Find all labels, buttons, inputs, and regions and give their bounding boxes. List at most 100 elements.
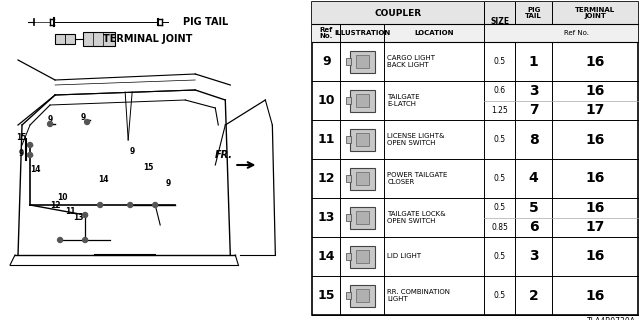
Text: 8: 8 (529, 132, 538, 147)
Text: 5: 5 (529, 201, 538, 215)
Bar (356, 250, 369, 263)
Text: 14: 14 (317, 250, 335, 263)
Text: 0.6: 0.6 (493, 86, 506, 95)
Bar (356, 55, 369, 68)
Text: 11: 11 (317, 133, 335, 146)
Text: 9: 9 (47, 115, 52, 124)
Text: SIZE: SIZE (490, 18, 509, 27)
Text: 9: 9 (322, 55, 331, 68)
Text: ILLUSTRATION: ILLUSTRATION (334, 30, 390, 36)
Text: 17: 17 (586, 220, 605, 234)
Text: 9: 9 (129, 147, 135, 156)
Circle shape (84, 119, 90, 124)
Circle shape (127, 203, 132, 207)
Bar (346, 58, 351, 65)
Text: 2: 2 (529, 289, 538, 302)
Bar (350, 51, 375, 73)
Text: 17: 17 (586, 103, 605, 117)
Text: 0.5: 0.5 (493, 203, 506, 212)
Text: 10: 10 (57, 194, 67, 203)
Text: PIG
TAIL: PIG TAIL (525, 7, 542, 19)
Text: 1: 1 (529, 54, 538, 68)
Bar (346, 97, 351, 104)
Text: RR. COMBINATION
LIGHT: RR. COMBINATION LIGHT (387, 289, 451, 302)
Text: LICENSE LIGHT&
OPEN SWITCH: LICENSE LIGHT& OPEN SWITCH (387, 133, 445, 146)
Bar (346, 253, 351, 260)
Text: 9: 9 (81, 113, 86, 122)
Text: 3: 3 (529, 250, 538, 263)
Circle shape (28, 153, 33, 157)
Text: COUPLER: COUPLER (375, 9, 422, 18)
Text: 16: 16 (586, 289, 605, 302)
Text: 16: 16 (586, 54, 605, 68)
Text: 13: 13 (317, 211, 335, 224)
Bar (356, 172, 369, 185)
Text: LID LIGHT: LID LIGHT (387, 253, 421, 260)
Text: 12: 12 (50, 201, 60, 210)
Text: 4: 4 (529, 172, 538, 186)
Text: CARGO LIGHT
BACK LIGHT: CARGO LIGHT BACK LIGHT (387, 55, 435, 68)
Text: POWER TAILGATE
CLOSER: POWER TAILGATE CLOSER (387, 172, 448, 185)
Text: 0.5: 0.5 (493, 291, 506, 300)
Text: FR.: FR. (214, 150, 232, 160)
Text: TLA4B0730A: TLA4B0730A (587, 317, 636, 320)
Bar (350, 284, 375, 307)
Text: 11: 11 (65, 207, 76, 217)
Text: 16: 16 (586, 172, 605, 186)
Text: 9: 9 (166, 180, 171, 188)
Bar (356, 94, 369, 107)
Circle shape (58, 237, 63, 243)
Bar (356, 289, 369, 302)
Text: 6: 6 (529, 220, 538, 234)
Text: Ref
No.: Ref No. (320, 27, 333, 39)
Text: 9: 9 (19, 148, 24, 157)
Bar (356, 133, 369, 146)
Text: 16: 16 (586, 250, 605, 263)
Text: 10: 10 (317, 94, 335, 107)
Bar (350, 206, 375, 228)
Text: 1.25: 1.25 (492, 106, 508, 115)
Text: 13: 13 (73, 212, 83, 221)
Circle shape (83, 237, 88, 243)
Circle shape (47, 122, 52, 126)
Bar (346, 214, 351, 221)
Circle shape (98, 203, 102, 207)
Bar (350, 245, 375, 268)
Bar (312, 24, 638, 42)
Bar (350, 167, 375, 189)
Text: PIG TAIL: PIG TAIL (183, 17, 228, 27)
Text: 15: 15 (16, 133, 26, 142)
Text: 16: 16 (586, 84, 605, 98)
Bar (55, 34, 75, 44)
Bar (346, 175, 351, 182)
Text: 3: 3 (529, 84, 538, 98)
Text: 16: 16 (586, 132, 605, 147)
Text: TAILGATE
E-LATCH: TAILGATE E-LATCH (387, 94, 420, 107)
Text: TERMINAL JOINT: TERMINAL JOINT (103, 34, 193, 44)
Text: Ref No.: Ref No. (564, 30, 589, 36)
Text: 15: 15 (317, 289, 335, 302)
Bar (356, 211, 369, 224)
Text: 16: 16 (586, 201, 605, 215)
Text: LOCATION: LOCATION (415, 30, 454, 36)
Circle shape (153, 203, 157, 207)
Text: 15: 15 (143, 164, 154, 172)
Text: 0.5: 0.5 (493, 252, 506, 261)
Bar (350, 90, 375, 111)
Bar (312, 2, 638, 24)
Text: 0.5: 0.5 (493, 57, 506, 66)
Bar (346, 136, 351, 143)
Circle shape (83, 212, 88, 218)
Bar (346, 292, 351, 299)
Bar (350, 129, 375, 150)
Text: 14: 14 (98, 175, 108, 185)
Circle shape (28, 142, 33, 148)
Text: 12: 12 (317, 172, 335, 185)
Text: 14: 14 (30, 165, 40, 174)
Bar (83, 32, 115, 46)
Text: 0.85: 0.85 (492, 223, 508, 232)
Text: TERMINAL
JOINT: TERMINAL JOINT (575, 7, 615, 19)
Text: TAILGATE LOCK&
OPEN SWITCH: TAILGATE LOCK& OPEN SWITCH (387, 211, 446, 224)
Text: 0.5: 0.5 (493, 135, 506, 144)
Text: 7: 7 (529, 103, 538, 117)
